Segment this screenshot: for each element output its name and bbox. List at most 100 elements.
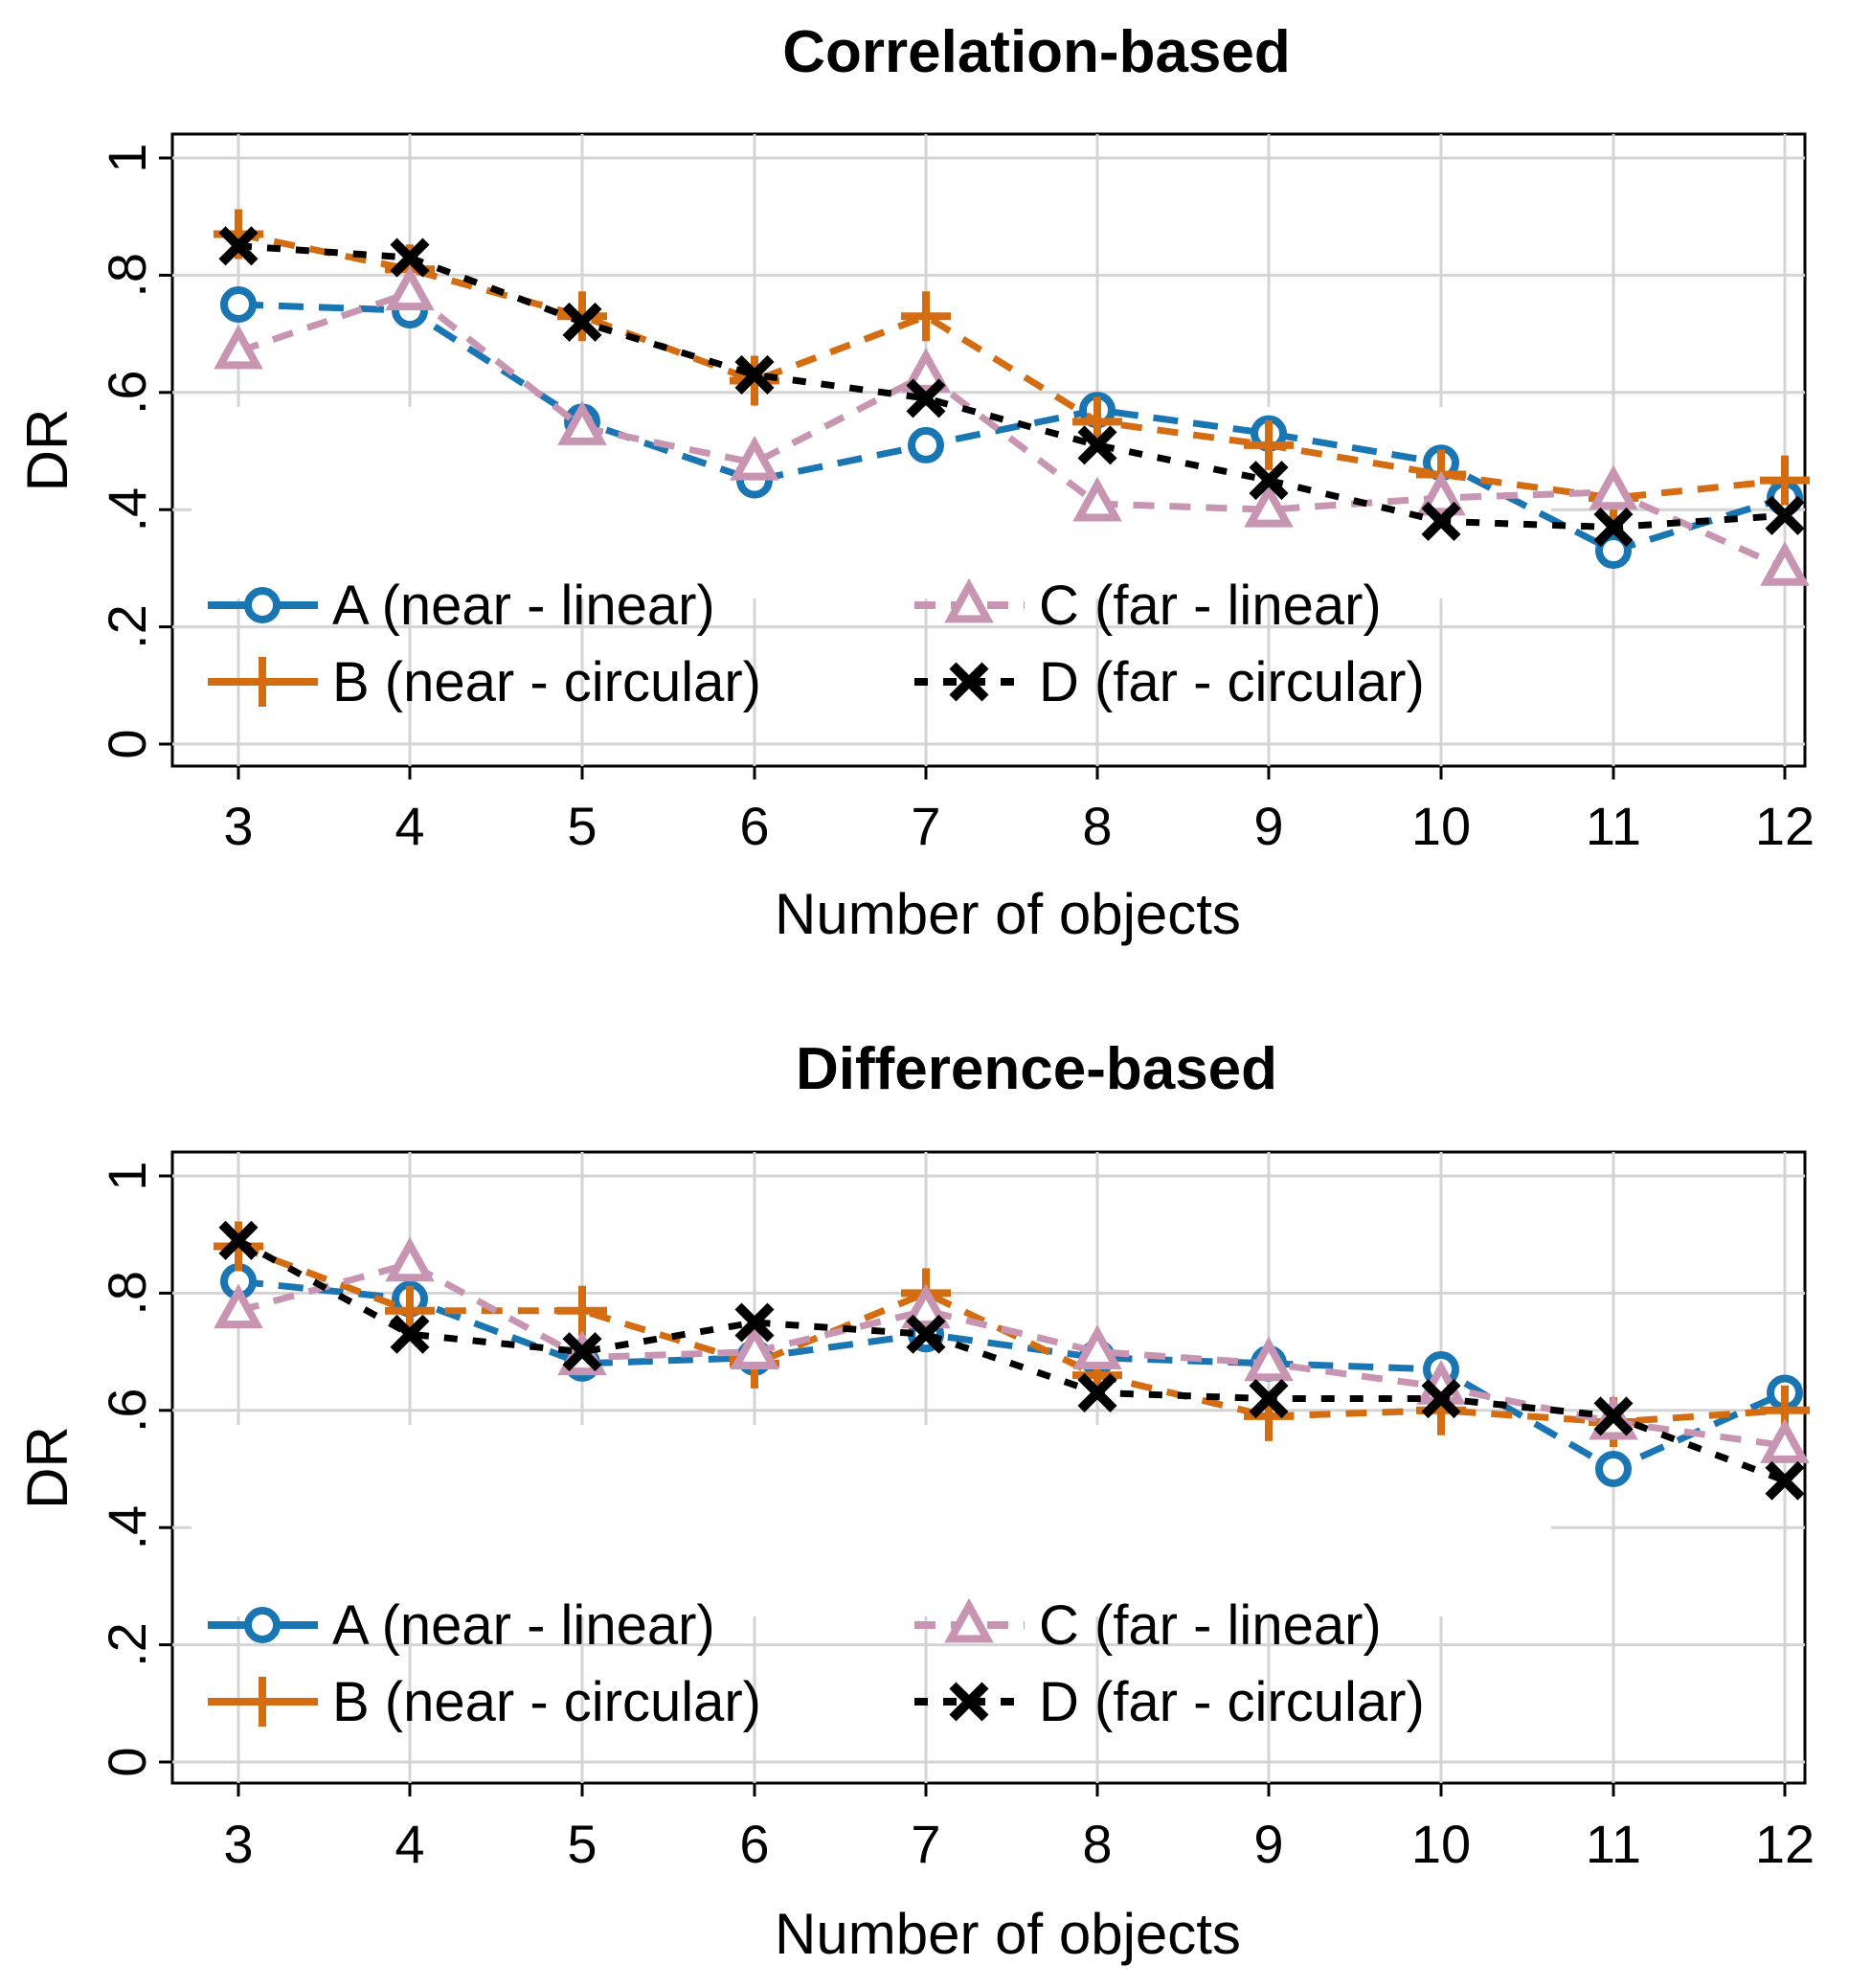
chart-2-legend-label-a-near-linear: A (near - linear) bbox=[332, 1594, 715, 1657]
chart-1-point-d-far-circular-x6-b bbox=[734, 354, 775, 395]
chart-2-ylabel: DR bbox=[15, 1426, 79, 1509]
chart-1-point-d-far-circular-x8-b bbox=[1077, 425, 1117, 465]
chart-2-point-c-far-linear-x12 bbox=[1760, 1418, 1810, 1463]
chart-2-xtick-label-7: 7 bbox=[911, 1814, 940, 1874]
chart-2-xtick-label-6: 6 bbox=[739, 1814, 769, 1874]
chart-2-point-d-far-circular-x8 bbox=[1077, 1372, 1117, 1412]
chart-1-point-d-far-circular-x4-b bbox=[390, 237, 430, 278]
chart-1-legend-marker-b-near-circular bbox=[237, 657, 287, 707]
chart-1-point-b-near-circular-x7 bbox=[901, 291, 951, 342]
chart-2: Difference-based 0 .2 .4 .6 .8 1 3 4 5 6 7 8 9 10 11 12 N… bbox=[15, 1036, 1815, 1966]
chart-1-point-c-far-linear-x11 bbox=[1589, 464, 1638, 510]
chart-1-point-d-far-circular-x12 bbox=[1765, 495, 1805, 535]
chart-1-line-c-far-linear bbox=[237, 288, 1787, 572]
chart-1-legend-marker-c-far-linear bbox=[944, 577, 994, 623]
chart-1-xtick-label-3: 3 bbox=[223, 796, 253, 856]
chart-1-ylabel: DR bbox=[15, 409, 79, 492]
chart-1-point-d-far-circular-x12-b bbox=[1765, 495, 1805, 535]
chart-2-point-c-far-linear-x9 bbox=[1244, 1336, 1294, 1382]
chart-2-ytick-label-2: .4 bbox=[97, 1505, 157, 1550]
chart-1-point-d-far-circular-x3 bbox=[218, 226, 259, 266]
chart-1-ytick-label-3: .6 bbox=[97, 370, 157, 415]
chart-1-point-c-far-linear-x10 bbox=[1416, 470, 1466, 516]
chart-1-point-c-far-linear-x3 bbox=[214, 324, 263, 370]
chart-2-point-c-far-linear-x7 bbox=[901, 1283, 951, 1329]
chart-2-point-d-far-circular-x9 bbox=[1249, 1379, 1289, 1419]
chart-2-point-d-far-circular-x5 bbox=[562, 1332, 602, 1372]
chart-1-point-d-far-circular-x5-b bbox=[562, 302, 602, 342]
chart-2-point-d-far-circular-x12 bbox=[1765, 1460, 1805, 1501]
chart-1-point-c-far-linear-x8 bbox=[1072, 476, 1122, 522]
chart-1-xtick-label-7: 7 bbox=[911, 796, 940, 856]
chart-2-legend: A (near - linear) C (far - linear) B (near… bbox=[192, 1425, 1551, 1733]
chart-1-legend-marker-d-far-circular-b bbox=[949, 662, 989, 702]
chart-2-point-d-far-circular-x11-b bbox=[1593, 1396, 1634, 1436]
chart-1-point-b-near-circular-x8 bbox=[1072, 396, 1122, 447]
chart-2-point-d-far-circular-x10 bbox=[1421, 1379, 1461, 1419]
chart-2-legend-marker-c-far-linear bbox=[944, 1597, 994, 1643]
chart-1-legend-item-d-far-circular: D (far - circular) bbox=[914, 651, 1425, 713]
chart-2-point-d-far-circular-x4-b bbox=[390, 1314, 430, 1354]
chart-2-legend-label-b-near-circular: B (near - circular) bbox=[332, 1671, 761, 1733]
chart-2-legend-marker-b-near-circular bbox=[237, 1677, 287, 1727]
chart-1-ytick-label-1: .2 bbox=[97, 604, 157, 649]
chart-2-point-d-far-circular-x3 bbox=[218, 1220, 259, 1260]
chart-1-point-b-near-circular-x9 bbox=[1244, 419, 1294, 470]
chart-1-xtick-label-5: 5 bbox=[567, 796, 597, 856]
chart-1-legend-item-c-far-linear: C (far - linear) bbox=[914, 575, 1382, 637]
chart-1-legend-label-a-near-linear: A (near - linear) bbox=[332, 575, 715, 637]
chart-1-line-d-far-circular bbox=[237, 242, 1786, 531]
chart-2-point-a-near-linear-x11 bbox=[1595, 1451, 1632, 1487]
chart-1-point-b-near-circular-x12 bbox=[1760, 455, 1810, 506]
chart-2-ytick-label-5: 1 bbox=[97, 1161, 157, 1190]
chart-1-point-d-far-circular-x5 bbox=[562, 302, 602, 342]
chart-2-xtick-label-4: 4 bbox=[394, 1814, 424, 1874]
chart-2-ytick-label-1: .2 bbox=[97, 1622, 157, 1667]
chart-1-series-d-far-circular bbox=[218, 226, 1805, 548]
chart-2-series-d-far-circular bbox=[218, 1220, 1805, 1501]
chart-1-line-a-near-linear bbox=[237, 301, 1787, 554]
chart-2-title: Difference-based bbox=[796, 1036, 1277, 1102]
chart-2-point-c-far-linear-x4 bbox=[385, 1236, 435, 1282]
chart-2-point-c-far-linear-x6 bbox=[730, 1324, 779, 1369]
chart-1-xtick-label-8: 8 bbox=[1082, 796, 1112, 856]
chart-2-legend-item-b-near-circular: B (near - circular) bbox=[208, 1671, 761, 1733]
chart-1-point-d-far-circular-x7 bbox=[906, 378, 946, 418]
chart-2-point-d-far-circular-x11 bbox=[1593, 1396, 1634, 1436]
chart-1-point-d-far-circular-x9-b bbox=[1249, 461, 1289, 501]
chart-1: Correlation-based 0 .2 .4 .6 .8 1 3 4 5 6 7 8 9 10 11 12… bbox=[15, 19, 1815, 946]
chart-1-xlabel: Number of objects bbox=[775, 882, 1241, 946]
chart-1-point-d-far-circular-x8 bbox=[1077, 425, 1117, 465]
chart-1-xtick-label-4: 4 bbox=[394, 796, 424, 856]
chart-1-point-a-near-linear-x3 bbox=[220, 286, 257, 323]
chart-1-legend-item-a-near-linear: A (near - linear) bbox=[208, 575, 715, 637]
chart-1-point-c-far-linear-x5 bbox=[557, 400, 607, 445]
chart-2-point-d-far-circular-x6 bbox=[734, 1302, 775, 1343]
chart-2-legend-item-d-far-circular: D (far - circular) bbox=[914, 1671, 1425, 1733]
chart-1-ytick-label-0: 0 bbox=[97, 729, 157, 758]
chart-1-point-d-far-circular-x10 bbox=[1421, 501, 1461, 541]
chart-2-ytick-label-3: .6 bbox=[97, 1388, 157, 1433]
chart-2-point-d-far-circular-x7-b bbox=[906, 1314, 946, 1354]
chart-2-point-d-far-circular-x9-b bbox=[1249, 1379, 1289, 1419]
chart-1-point-d-far-circular-x9 bbox=[1249, 461, 1289, 501]
chart-2-xtick-label-10: 10 bbox=[1411, 1814, 1471, 1874]
chart-2-legend-item-a-near-linear: A (near - linear) bbox=[208, 1594, 715, 1657]
chart-2-point-c-far-linear-x3 bbox=[214, 1283, 263, 1329]
chart-2-point-d-far-circular-x3-b bbox=[218, 1220, 259, 1260]
chart-1-legend-label-d-far-circular: D (far - circular) bbox=[1039, 651, 1425, 713]
chart-1-point-c-far-linear-x7 bbox=[901, 348, 951, 393]
chart-1-xtick-label-12: 12 bbox=[1755, 796, 1815, 856]
chart-1-legend-label-b-near-circular: B (near - circular) bbox=[332, 651, 761, 713]
chart-2-point-d-far-circular-x4 bbox=[390, 1314, 430, 1354]
chart-1-legend-item-b-near-circular: B (near - circular) bbox=[208, 651, 761, 713]
chart-2-line-c-far-linear bbox=[237, 1260, 1786, 1449]
chart-1-xtick-label-9: 9 bbox=[1253, 796, 1283, 856]
chart-1-ytick-label-2: .4 bbox=[97, 487, 157, 532]
chart-1-legend-marker-d-far-circular bbox=[949, 662, 989, 702]
chart-2-point-b-near-circular-x5 bbox=[557, 1285, 607, 1336]
chart-2-point-d-far-circular-x5-b bbox=[562, 1332, 602, 1372]
chart-1-xtick-label-10: 10 bbox=[1411, 796, 1471, 856]
chart-1-point-a-near-linear-x11 bbox=[1595, 532, 1632, 570]
chart-1-point-d-far-circular-x11 bbox=[1593, 508, 1634, 548]
